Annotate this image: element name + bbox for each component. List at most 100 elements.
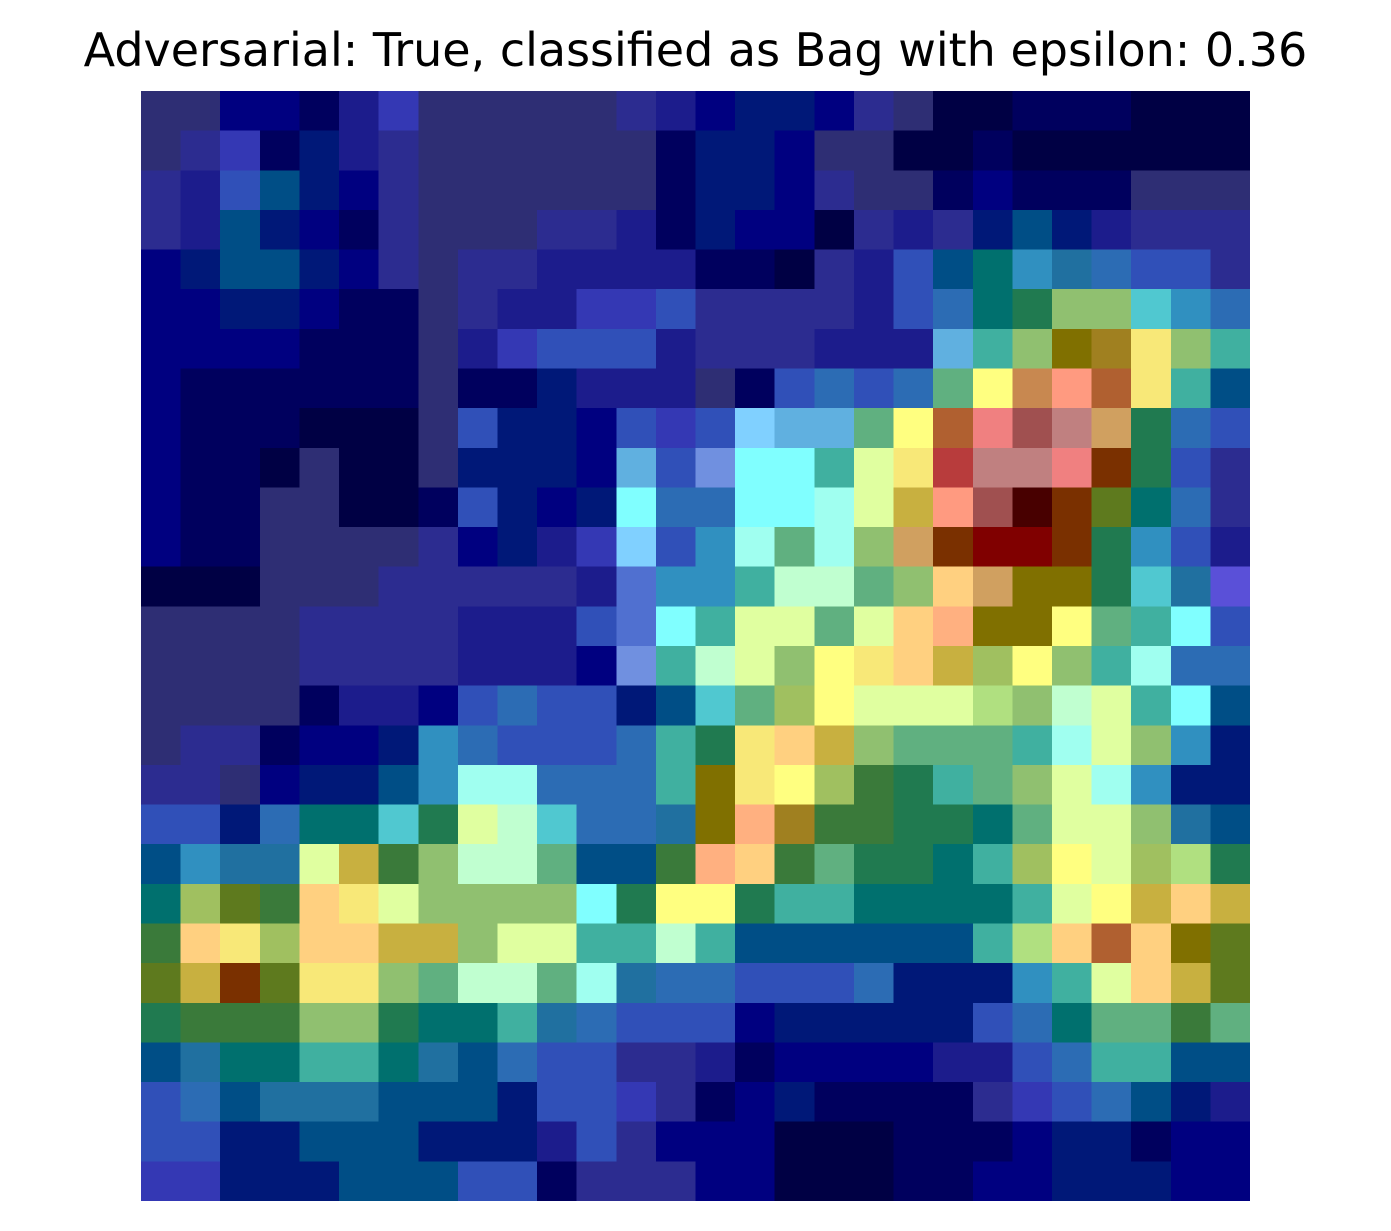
heatmap-cell bbox=[1131, 368, 1172, 409]
heatmap-cell bbox=[497, 1121, 538, 1163]
heatmap-cell bbox=[814, 963, 855, 1004]
heatmap-cell bbox=[1091, 1161, 1132, 1201]
heatmap-cell bbox=[695, 844, 736, 885]
heatmap-cell bbox=[735, 1082, 776, 1123]
heatmap-cell bbox=[695, 527, 736, 568]
heatmap-cell bbox=[1091, 289, 1132, 330]
heatmap-cell bbox=[220, 1002, 261, 1044]
heatmap-cell bbox=[655, 685, 697, 727]
heatmap-cell bbox=[933, 408, 974, 449]
heatmap-cell bbox=[299, 963, 340, 1004]
heatmap-cell bbox=[378, 130, 420, 172]
heatmap-cell bbox=[814, 1042, 855, 1083]
heatmap-cell bbox=[576, 289, 618, 330]
heatmap-cell bbox=[853, 1002, 895, 1044]
heatmap-cell bbox=[1051, 1042, 1093, 1083]
heatmap-cell bbox=[457, 289, 499, 330]
heatmap-cell bbox=[457, 1042, 499, 1083]
heatmap-cell bbox=[141, 130, 182, 172]
heatmap-cell bbox=[972, 91, 1014, 132]
heatmap-cell bbox=[299, 170, 340, 211]
heatmap-cell bbox=[457, 1121, 499, 1163]
heatmap-cell bbox=[418, 487, 459, 528]
heatmap-cell bbox=[259, 1082, 301, 1123]
heatmap-cell bbox=[299, 1042, 340, 1083]
heatmap-cell bbox=[1012, 1082, 1053, 1123]
heatmap-cell bbox=[893, 844, 934, 885]
heatmap-cell bbox=[616, 130, 657, 172]
heatmap-cell bbox=[1091, 170, 1132, 211]
heatmap-cell bbox=[576, 368, 618, 409]
heatmap-cell bbox=[378, 1002, 420, 1044]
heatmap-cell bbox=[1051, 209, 1093, 251]
heatmap-cell bbox=[774, 963, 816, 1004]
heatmap-cell bbox=[259, 764, 301, 806]
heatmap-cell bbox=[576, 606, 618, 647]
heatmap-cell bbox=[1131, 91, 1172, 132]
heatmap-cell bbox=[576, 527, 618, 568]
heatmap-cell bbox=[1210, 566, 1250, 608]
heatmap-cell bbox=[299, 1121, 340, 1163]
heatmap-cell bbox=[933, 844, 974, 885]
heatmap-cell bbox=[655, 527, 697, 568]
heatmap-cell bbox=[220, 328, 261, 370]
heatmap-cell bbox=[299, 606, 340, 647]
heatmap-cell bbox=[220, 764, 261, 806]
heatmap-cell bbox=[1012, 527, 1053, 568]
heatmap-cell bbox=[972, 1161, 1014, 1201]
heatmap-cell bbox=[141, 368, 182, 409]
heatmap-cell bbox=[814, 289, 855, 330]
heatmap-cell bbox=[853, 606, 895, 647]
heatmap-cell bbox=[378, 764, 420, 806]
heatmap-cell bbox=[537, 249, 578, 291]
heatmap-cell bbox=[220, 883, 261, 925]
heatmap-cell bbox=[853, 963, 895, 1004]
heatmap-cell bbox=[497, 804, 538, 846]
heatmap-cell bbox=[774, 883, 816, 925]
heatmap-cell bbox=[299, 566, 340, 608]
heatmap-cell bbox=[1012, 368, 1053, 409]
heatmap-cell bbox=[141, 527, 182, 568]
heatmap-cell bbox=[220, 1082, 261, 1123]
heatmap-cell bbox=[774, 844, 816, 885]
heatmap-cell bbox=[616, 1161, 657, 1201]
heatmap-cell bbox=[259, 408, 301, 449]
heatmap-cell bbox=[497, 289, 538, 330]
heatmap-cell bbox=[1131, 804, 1172, 846]
heatmap-cell bbox=[933, 804, 974, 846]
heatmap-cell bbox=[339, 130, 380, 172]
heatmap-cell bbox=[339, 685, 380, 727]
heatmap-cell bbox=[695, 91, 736, 132]
heatmap-cell bbox=[972, 646, 1014, 687]
heatmap-cell bbox=[141, 1121, 182, 1163]
heatmap-cell bbox=[1170, 368, 1212, 409]
heatmap-cell bbox=[220, 130, 261, 172]
heatmap-cell bbox=[1170, 249, 1212, 291]
heatmap-cell bbox=[457, 447, 499, 489]
heatmap-cell bbox=[1131, 566, 1172, 608]
heatmap-cell bbox=[1012, 804, 1053, 846]
heatmap-cell bbox=[853, 91, 895, 132]
heatmap-cell bbox=[339, 328, 380, 370]
heatmap-cell bbox=[616, 368, 657, 409]
heatmap-cell bbox=[141, 685, 182, 727]
heatmap-cell bbox=[339, 249, 380, 291]
heatmap-cell bbox=[418, 289, 459, 330]
heatmap-cell bbox=[1091, 1002, 1132, 1044]
heatmap-cell bbox=[814, 923, 855, 964]
heatmap-cell bbox=[339, 289, 380, 330]
heatmap-cell bbox=[735, 606, 776, 647]
heatmap-cell bbox=[457, 566, 499, 608]
heatmap-cell bbox=[576, 764, 618, 806]
heatmap-cell bbox=[378, 844, 420, 885]
heatmap-cell bbox=[1210, 249, 1250, 291]
heatmap-cell bbox=[1012, 923, 1053, 964]
heatmap-cell bbox=[972, 764, 1014, 806]
heatmap-cell bbox=[1131, 883, 1172, 925]
heatmap-cell bbox=[1131, 527, 1172, 568]
heatmap-cell bbox=[259, 725, 301, 766]
heatmap-cell bbox=[695, 566, 736, 608]
heatmap-cell bbox=[774, 249, 816, 291]
heatmap-cell bbox=[655, 1082, 697, 1123]
heatmap-cell bbox=[1170, 1042, 1212, 1083]
